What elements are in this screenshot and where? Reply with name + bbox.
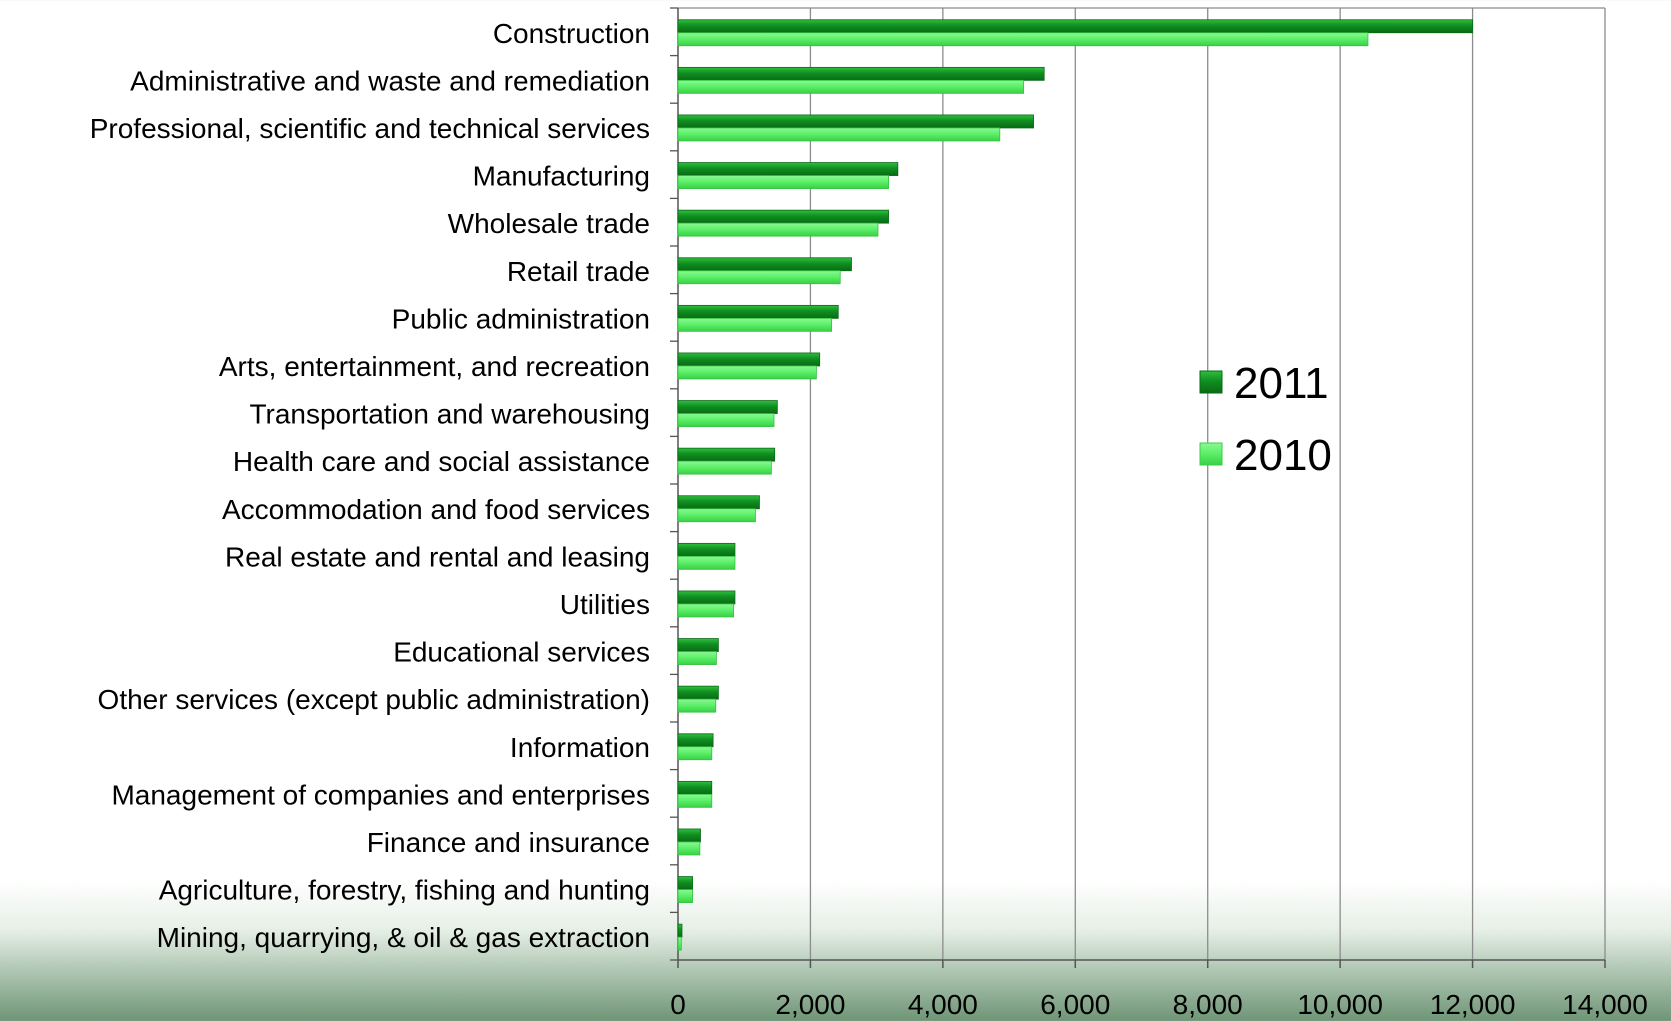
bar-2011-12: [677, 590, 736, 605]
bar-2010-18: [677, 889, 693, 903]
legend-swatch-2010: [1199, 442, 1223, 466]
bar-2010-15: [677, 746, 713, 761]
category-label: Construction: [493, 18, 650, 49]
bar-2011-4: [677, 209, 889, 224]
x-tick-label: 10,000: [1297, 989, 1383, 1020]
x-tick-label: 0: [670, 989, 686, 1020]
x-tick-label: 14,000: [1562, 989, 1648, 1020]
category-label: Administrative and waste and remediation: [130, 65, 650, 96]
bar-2010-9: [677, 460, 772, 475]
bar-2010-6: [677, 317, 833, 332]
bar-2011-18: [677, 876, 693, 890]
bar-2011-1: [677, 66, 1045, 81]
x-tick-label: 8,000: [1173, 989, 1243, 1020]
bar-2010-12: [677, 603, 735, 618]
category-label: Professional, scientific and technical s…: [90, 113, 650, 144]
bar-2010-19: [677, 936, 682, 951]
bar-2011-5: [677, 257, 852, 272]
bars: [677, 19, 1473, 951]
category-label: Health care and social assistance: [233, 446, 650, 477]
x-tick-label: 6,000: [1040, 989, 1110, 1020]
bar-2011-8: [677, 400, 778, 414]
category-label: Educational services: [393, 637, 650, 668]
category-label: Retail trade: [507, 256, 650, 287]
bar-2010-1: [677, 79, 1025, 94]
legend-label-2010: 2010: [1234, 431, 1332, 480]
category-labels: Construction Administrative and waste and…: [90, 18, 650, 953]
bar-2010-11: [677, 555, 736, 570]
bar-2011-14: [677, 685, 719, 700]
bar-2011-16: [677, 780, 713, 795]
category-label: Transportation and warehousing: [249, 399, 650, 430]
bar-2010-2: [677, 127, 1001, 142]
bar-2010-4: [677, 222, 879, 237]
bar-2011-0: [677, 19, 1473, 34]
category-label: Agriculture, forestry, fishing and hunti…: [159, 875, 650, 906]
bar-2011-15: [677, 733, 714, 748]
bar-2011-11: [677, 542, 736, 557]
x-tick-labels: 0 2,000 4,000 6,000 8,000 10,000 12,000 14,000: [670, 989, 1648, 1020]
gridlines: [678, 7, 1606, 960]
bar-2011-7: [677, 352, 821, 367]
bar-2010-8: [677, 413, 775, 427]
bar-2010-14: [677, 698, 717, 713]
category-label: Other services (except public administra…: [98, 684, 650, 715]
bar-2010-7: [677, 365, 817, 380]
bar-2010-17: [677, 841, 701, 856]
x-tick-label: 2,000: [775, 989, 845, 1020]
bar-2011-6: [677, 304, 839, 319]
bar-2011-3: [677, 162, 899, 176]
bar-2010-3: [677, 175, 889, 189]
bar-2011-17: [677, 828, 701, 843]
bar-2011-19: [677, 923, 683, 938]
bar-2011-9: [677, 447, 776, 462]
legend-label-2011: 2011: [1234, 359, 1329, 408]
category-label: Manufacturing: [473, 161, 650, 192]
bar-2011-10: [677, 495, 760, 510]
category-label: Wholesale trade: [448, 208, 650, 239]
category-label: Mining, quarrying, & oil & gas extractio…: [157, 922, 650, 953]
category-label: Accommodation and food services: [222, 494, 650, 525]
bar-2011-2: [677, 114, 1034, 129]
category-label: Finance and insurance: [367, 827, 650, 858]
legend-swatch-2011: [1199, 370, 1223, 394]
bar-2010-10: [677, 508, 756, 523]
bar-2010-16: [677, 793, 713, 808]
bar-2011-13: [677, 638, 719, 652]
bar-2010-13: [677, 651, 717, 665]
legend: 2011 2010: [1199, 359, 1332, 480]
category-label: Real estate and rental and leasing: [225, 541, 650, 572]
category-label: Management of companies and enterprises: [111, 779, 650, 810]
bar-2010-5: [677, 270, 841, 285]
category-label: Public administration: [392, 303, 650, 334]
category-label: Information: [510, 732, 650, 763]
category-label: Utilities: [560, 589, 650, 620]
category-label: Arts, entertainment, and recreation: [219, 351, 650, 382]
x-tick-label: 4,000: [908, 989, 978, 1020]
bar-2010-0: [677, 32, 1369, 47]
x-tick-label: 12,000: [1430, 989, 1516, 1020]
